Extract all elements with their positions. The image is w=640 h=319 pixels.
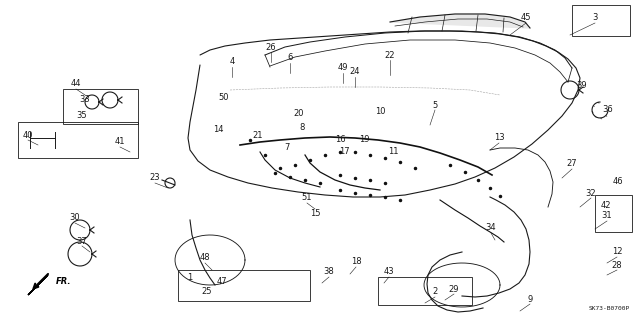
Text: 21: 21 xyxy=(253,130,263,139)
Text: 5: 5 xyxy=(433,100,438,109)
Text: 25: 25 xyxy=(202,286,212,295)
Bar xyxy=(378,277,472,305)
Text: 11: 11 xyxy=(388,147,398,157)
Text: 7: 7 xyxy=(284,144,290,152)
Text: 18: 18 xyxy=(351,257,362,266)
Text: 24: 24 xyxy=(349,68,360,77)
Polygon shape xyxy=(28,275,48,295)
Bar xyxy=(178,270,310,301)
Text: 3: 3 xyxy=(592,13,598,23)
Text: 22: 22 xyxy=(385,50,396,60)
Polygon shape xyxy=(390,14,530,28)
Text: 28: 28 xyxy=(612,261,622,270)
Text: 33: 33 xyxy=(79,95,90,105)
Text: 38: 38 xyxy=(324,268,334,277)
Text: 41: 41 xyxy=(115,137,125,146)
Text: 8: 8 xyxy=(300,123,305,132)
Text: 12: 12 xyxy=(612,248,622,256)
Text: 46: 46 xyxy=(612,177,623,187)
Text: 34: 34 xyxy=(486,224,496,233)
Text: 15: 15 xyxy=(310,209,320,218)
Bar xyxy=(572,5,630,36)
Text: 30: 30 xyxy=(70,213,80,222)
Text: 20: 20 xyxy=(294,108,304,117)
Text: 44: 44 xyxy=(71,79,81,88)
Text: 6: 6 xyxy=(287,54,292,63)
Text: 49: 49 xyxy=(338,63,348,72)
Bar xyxy=(18,122,138,158)
Text: 50: 50 xyxy=(219,93,229,101)
Text: 51: 51 xyxy=(301,194,312,203)
Text: 13: 13 xyxy=(493,133,504,143)
Text: 10: 10 xyxy=(375,108,385,116)
Text: 14: 14 xyxy=(212,125,223,135)
Bar xyxy=(595,195,632,232)
Text: 42: 42 xyxy=(601,202,611,211)
Text: 45: 45 xyxy=(521,13,531,23)
Text: 32: 32 xyxy=(586,189,596,197)
Text: 1: 1 xyxy=(188,273,193,283)
Text: 47: 47 xyxy=(217,278,227,286)
Text: 35: 35 xyxy=(77,112,87,121)
Text: 9: 9 xyxy=(527,294,532,303)
Text: 43: 43 xyxy=(384,268,394,277)
Text: 48: 48 xyxy=(200,254,211,263)
Text: 19: 19 xyxy=(359,135,369,144)
Text: 31: 31 xyxy=(602,211,612,220)
Text: 27: 27 xyxy=(566,160,577,168)
Text: 26: 26 xyxy=(266,42,276,51)
Text: 4: 4 xyxy=(229,57,235,66)
Bar xyxy=(63,89,138,124)
Text: 23: 23 xyxy=(150,174,160,182)
Text: 36: 36 xyxy=(603,106,613,115)
Text: 39: 39 xyxy=(577,80,588,90)
Text: FR.: FR. xyxy=(56,278,72,286)
Text: 37: 37 xyxy=(77,236,88,246)
Text: 16: 16 xyxy=(335,136,346,145)
Text: 29: 29 xyxy=(449,285,460,293)
Text: 40: 40 xyxy=(23,130,33,139)
Text: 17: 17 xyxy=(339,147,349,157)
Text: SK73-B0700P: SK73-B0700P xyxy=(589,306,630,311)
Text: 2: 2 xyxy=(433,287,438,296)
